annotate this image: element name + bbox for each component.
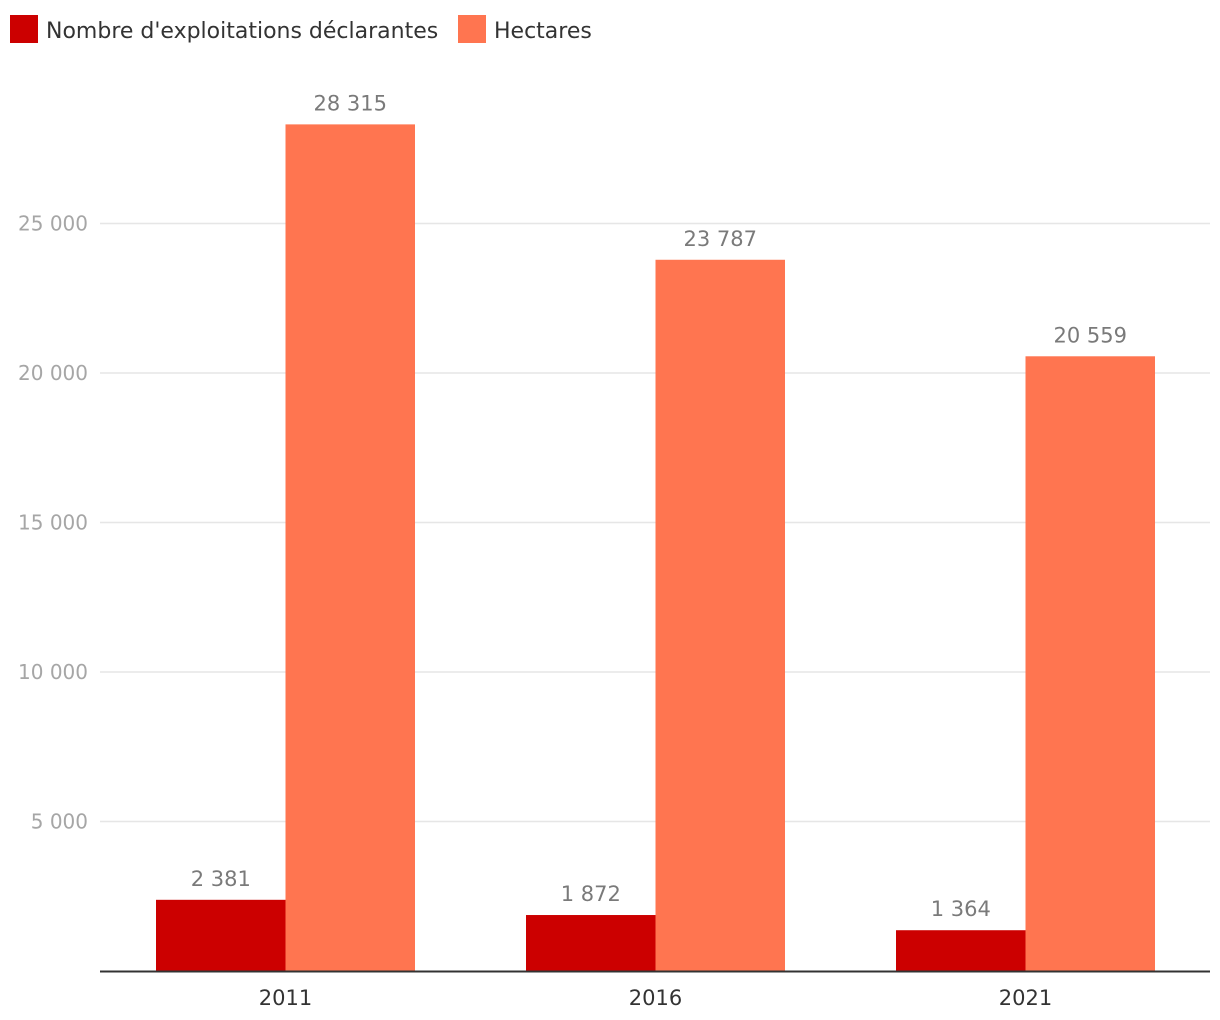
bar-hectares <box>285 124 415 972</box>
data-label-exploitations: 1 872 <box>561 882 621 906</box>
data-labels: 2 381 1 872 1 364 28 315 23 787 20 559 <box>191 91 1127 921</box>
data-label-hectares: 28 315 <box>314 91 387 115</box>
y-tick-label: 15 000 <box>18 511 88 535</box>
bar-exploitations <box>526 915 656 971</box>
y-tick-label: 25 000 <box>18 212 88 236</box>
data-label-hectares: 20 559 <box>1054 323 1127 347</box>
legend-swatch-hectares <box>458 15 486 43</box>
bar-exploitations <box>896 930 1026 971</box>
data-label-exploitations: 2 381 <box>191 867 251 891</box>
bar-hectares <box>655 259 785 972</box>
data-label-hectares: 23 787 <box>684 227 757 251</box>
y-tick-label: 10 000 <box>18 660 88 684</box>
y-axis-ticks: 5 000 10 000 15 000 20 000 25 000 <box>18 212 88 834</box>
bar-hectares <box>1025 356 1155 971</box>
bar-exploitations <box>156 899 286 971</box>
x-tick-label: 2021 <box>999 986 1052 1010</box>
bars <box>156 124 1155 972</box>
y-tick-label: 20 000 <box>18 361 88 385</box>
legend-swatch-exploitations <box>10 15 38 43</box>
legend: Nombre d'exploitations déclarantes Hecta… <box>10 15 592 44</box>
x-tick-label: 2011 <box>259 986 312 1010</box>
data-label-exploitations: 1 364 <box>931 897 991 921</box>
x-axis-labels: 2011 2016 2021 <box>259 986 1052 1010</box>
legend-label-hectares: Hectares <box>494 19 592 44</box>
x-tick-label: 2016 <box>629 986 682 1010</box>
gridlines <box>100 222 1210 823</box>
legend-label-exploitations: Nombre d'exploitations déclarantes <box>46 19 438 44</box>
y-tick-label: 5 000 <box>31 810 88 834</box>
